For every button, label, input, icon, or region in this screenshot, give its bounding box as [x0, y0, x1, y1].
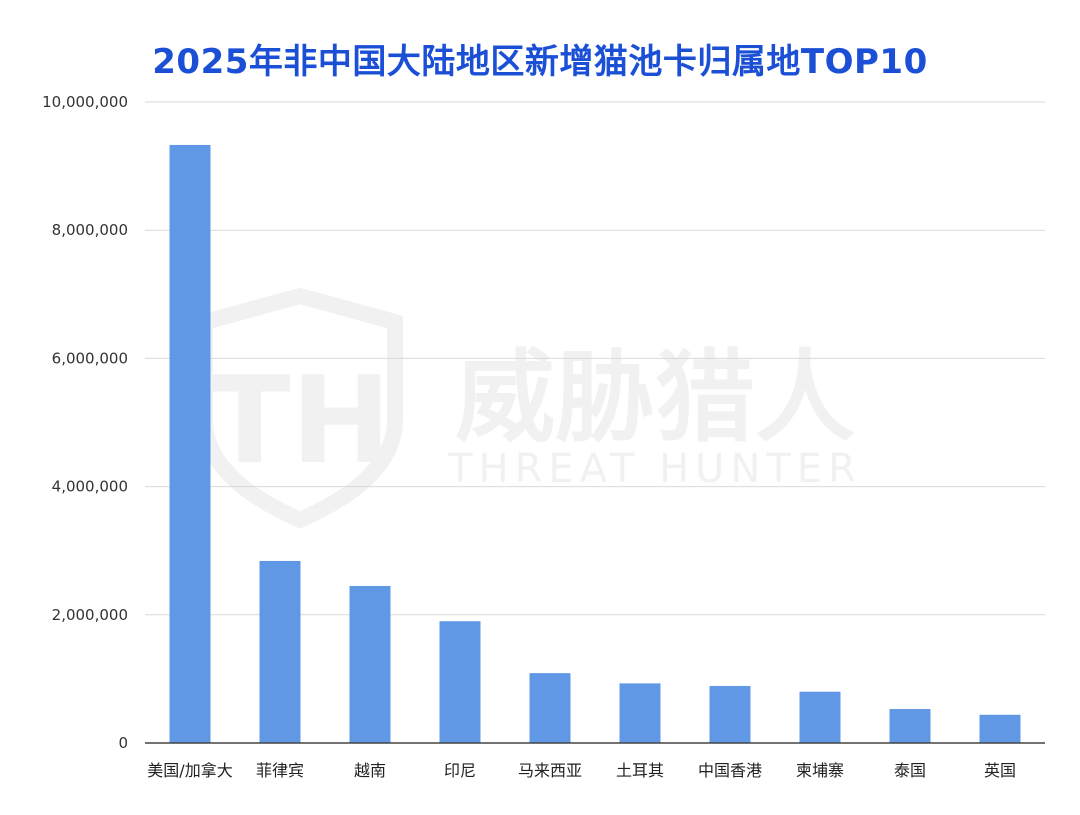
y-axis: 0 2,000,000 4,000,000 6,000,000 8,000,000 10,… — [42, 93, 128, 752]
y-tick-label: 10,000,000 — [42, 93, 128, 111]
bar — [439, 621, 481, 743]
bar — [709, 685, 751, 743]
x-tick-label: 马来西亚 — [518, 761, 582, 780]
x-tick-label: 英国 — [984, 761, 1016, 780]
bar — [799, 691, 841, 743]
y-tick-label: 4,000,000 — [52, 478, 128, 496]
y-tick-label: 2,000,000 — [52, 606, 128, 624]
bar — [529, 673, 571, 743]
x-tick-label: 美国/加拿大 — [147, 761, 232, 780]
bar — [349, 585, 391, 743]
x-tick-label: 中国香港 — [698, 761, 762, 780]
bar — [259, 560, 301, 743]
x-tick-label: 印尼 — [444, 761, 476, 780]
y-tick-label: 8,000,000 — [52, 221, 128, 239]
x-tick-label: 越南 — [354, 761, 386, 780]
y-tick-label: 0 — [118, 734, 128, 752]
x-tick-label: 土耳其 — [616, 761, 664, 780]
x-tick-label: 菲律宾 — [256, 761, 304, 780]
threat-hunter-watermark: TH 威胁猎人 THREAT HUNTER — [197, 287, 862, 529]
grid-lines — [145, 101, 1045, 616]
bar — [889, 709, 931, 743]
bar — [619, 683, 661, 743]
x-axis: 美国/加拿大 菲律宾 越南 印尼 马来西亚 土耳其 中国香港 柬埔寨 泰国 英国 — [147, 761, 1016, 780]
watermark-en-text: THREAT HUNTER — [447, 446, 862, 492]
watermark-logo-letters: TH — [209, 352, 391, 491]
bar — [979, 714, 1021, 743]
bar — [169, 144, 211, 743]
x-tick-label: 泰国 — [894, 761, 926, 780]
y-tick-label: 6,000,000 — [52, 349, 128, 367]
watermark-cn-text: 威胁猎人 — [455, 339, 855, 456]
bar-series — [169, 144, 1021, 743]
x-tick-label: 柬埔寨 — [796, 761, 844, 780]
chart-title: 2025年非中国大陆地区新增猫池卡归属地TOP10 — [152, 42, 928, 82]
